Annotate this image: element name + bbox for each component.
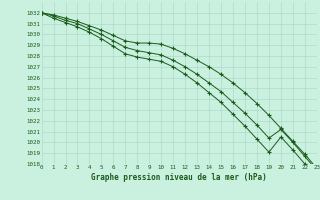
X-axis label: Graphe pression niveau de la mer (hPa): Graphe pression niveau de la mer (hPa) [91,173,267,182]
